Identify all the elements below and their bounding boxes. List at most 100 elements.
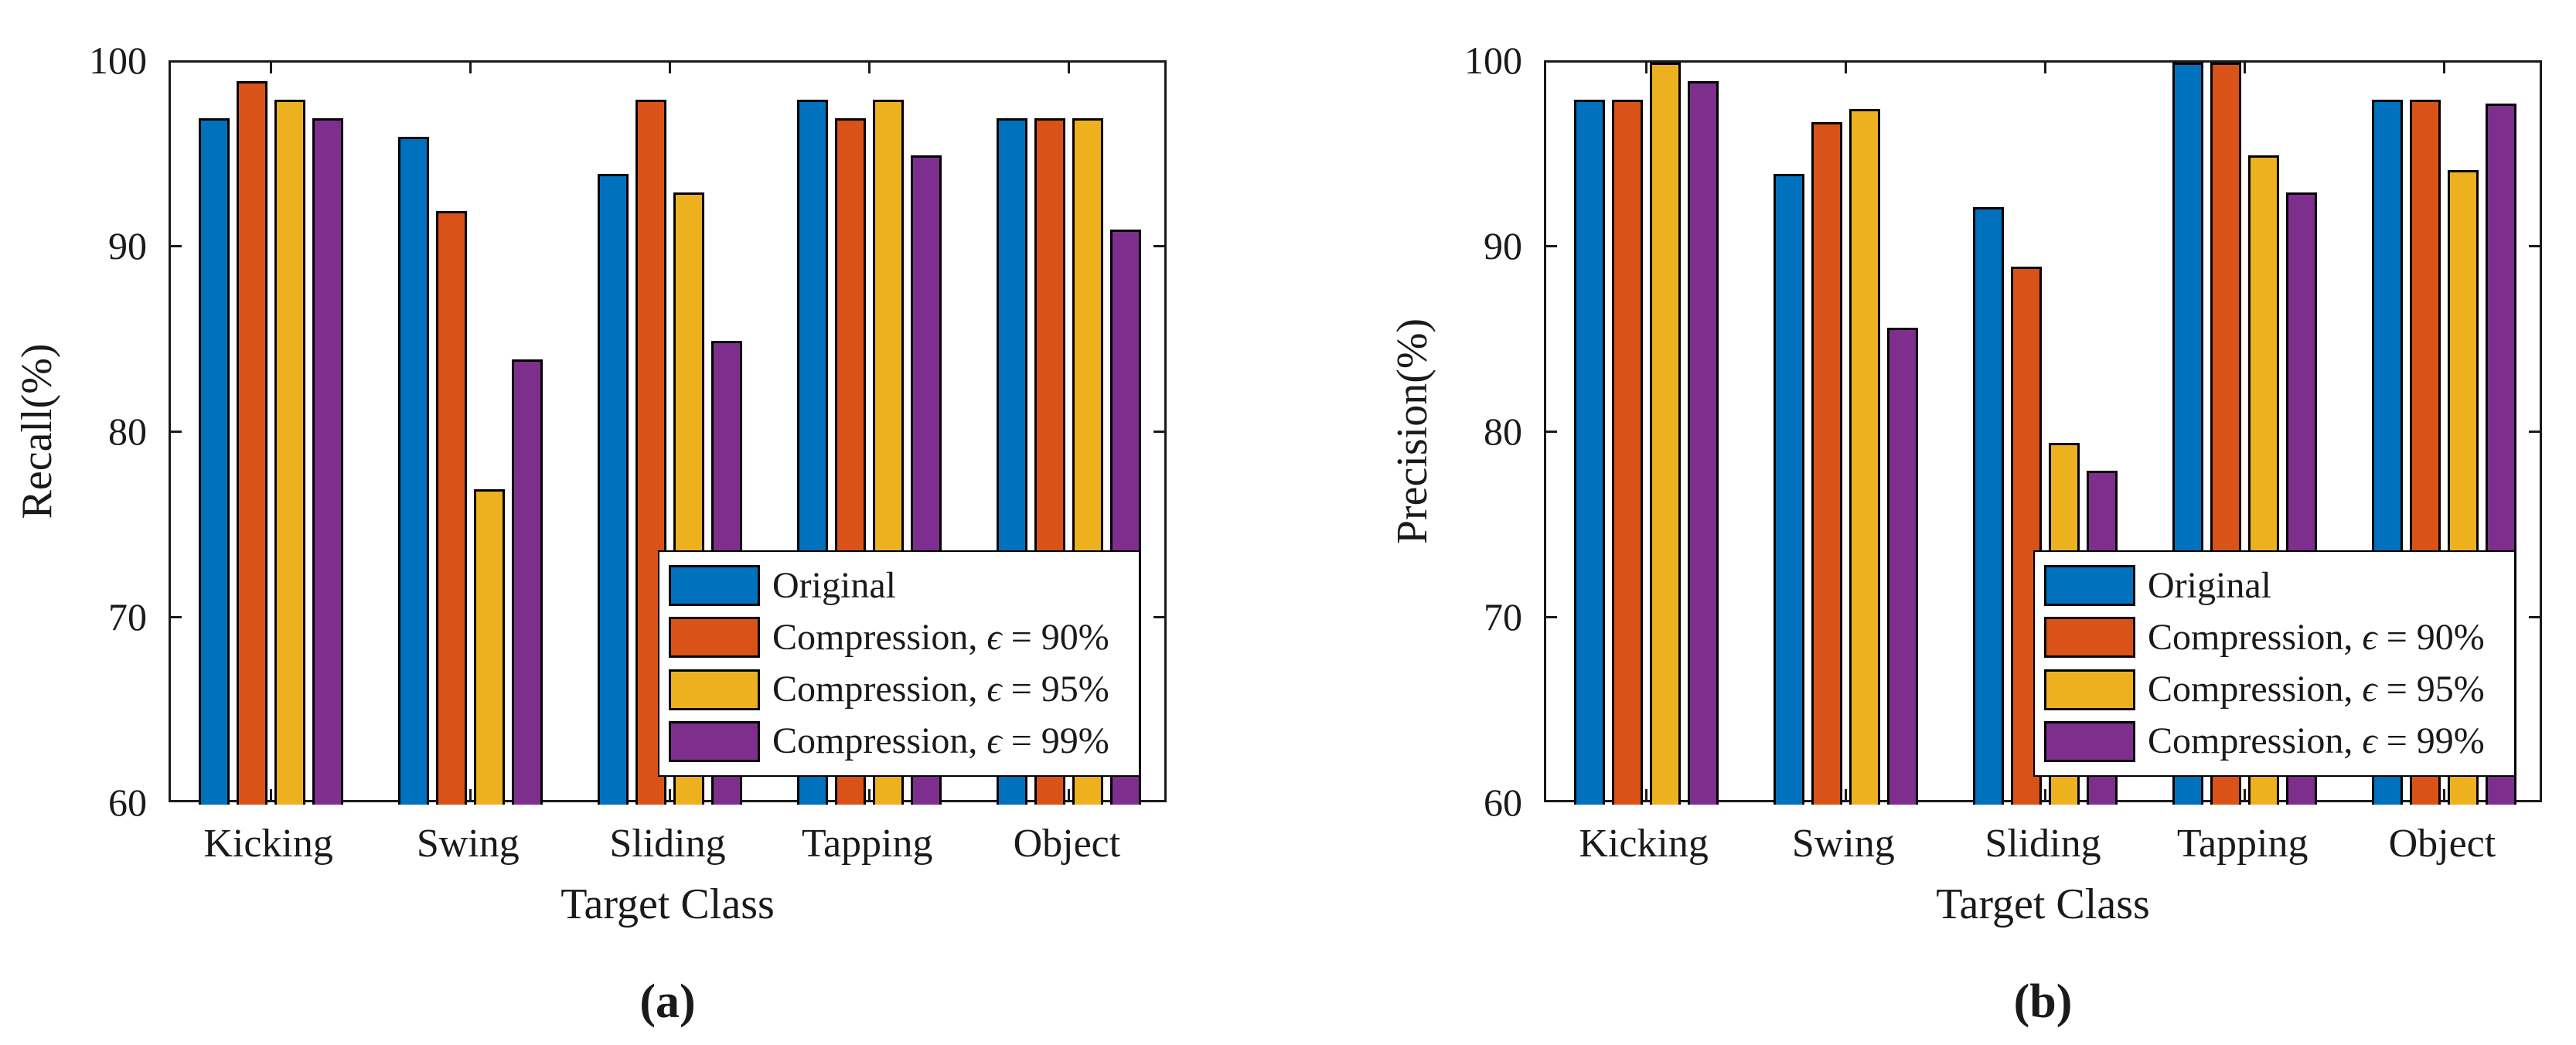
y-tick-label: 80 <box>108 410 147 453</box>
category-label: Tapping <box>801 822 933 866</box>
legend-item: Original <box>669 564 1130 608</box>
bar-original-swing <box>1773 174 1804 805</box>
bar-original-swing <box>397 137 429 805</box>
category-label: Sliding <box>609 822 726 866</box>
x-tick-mark <box>1844 63 1847 73</box>
epsilon-symbol: ϵ <box>2362 720 2377 762</box>
bar-original-kicking <box>1573 100 1605 805</box>
legend-swatch-icon <box>2044 669 2135 710</box>
legend-item-label: Compression, ϵ = 95% <box>772 669 1109 710</box>
legend-swatch-icon <box>2044 720 2135 762</box>
legend-item: Compression, ϵ = 99% <box>669 720 1130 763</box>
legend-swatch-icon <box>669 565 760 607</box>
y-tick-label: 100 <box>1464 39 1522 82</box>
category-label: Object <box>2388 822 2496 866</box>
x-tick-mark <box>1068 63 1071 73</box>
legend-box: Original Compression, ϵ = 90% Compression,… <box>658 550 1140 777</box>
y-tick-label: 70 <box>108 595 147 638</box>
legend-item-label: Compression, ϵ = 95% <box>2148 669 2485 710</box>
x-tick-mark <box>1644 789 1647 800</box>
x-axis-label: Target Class <box>1936 880 2150 928</box>
legend-swatch-icon <box>669 669 760 710</box>
y-tick-mark <box>1153 244 1164 247</box>
bar-compression-90--sliding <box>635 100 666 805</box>
legend-swatch-icon <box>669 720 760 762</box>
y-tick-mark <box>1546 244 1557 247</box>
bar-compression-95--kicking <box>1649 63 1681 805</box>
legend-item-label: Original <box>772 564 896 606</box>
y-tick-label: 90 <box>108 224 147 267</box>
x-tick-mark <box>2244 789 2247 800</box>
x-tick-mark <box>1644 63 1647 73</box>
chart-panel-b: Precision(%) Kicking Swing Sliding Tapping Ob… <box>1288 0 2576 1045</box>
legend-item-label: Original <box>2148 564 2271 606</box>
x-tick-mark <box>1844 789 1847 800</box>
y-tick-mark <box>1546 615 1557 618</box>
bar-compression-99--kicking <box>312 118 343 805</box>
legend-swatch-icon <box>2044 565 2135 607</box>
y-tick-mark <box>171 615 182 618</box>
chart-panel-a: Recall(%) Kicking Swing Sliding Tapping Objec… <box>13 39 1167 1028</box>
y-tick-mark <box>2529 244 2540 247</box>
x-tick-mark <box>269 63 272 73</box>
x-tick-mark <box>868 789 871 800</box>
bar-compression-99--swing <box>511 359 543 805</box>
x-tick-mark <box>269 789 272 800</box>
x-tick-mark <box>669 789 671 800</box>
y-tick-mark <box>171 430 182 433</box>
category-label: Swing <box>416 822 520 866</box>
legend-item-label: Compression, ϵ = 90% <box>2148 616 2485 658</box>
y-tick-label: 60 <box>1484 781 1522 824</box>
legend-item: Compression, ϵ = 90% <box>669 616 1130 659</box>
legend-box: Original Compression, ϵ = 90% Compression,… <box>2033 550 2516 777</box>
category-label: Tapping <box>2176 822 2309 866</box>
y-tick-mark <box>2529 430 2540 433</box>
panel-caption: (b) <box>2013 975 2073 1028</box>
bar-original-sliding <box>598 174 629 805</box>
bar-compression-95--swing <box>473 489 505 805</box>
bar-compression-95--swing <box>1849 109 1880 805</box>
x-tick-mark <box>469 63 472 73</box>
category-label: Swing <box>1791 822 1895 866</box>
epsilon-symbol: ϵ <box>986 669 1002 710</box>
x-tick-mark <box>2443 63 2446 73</box>
bar-original-sliding <box>1973 207 2004 805</box>
x-tick-mark <box>1068 789 1071 800</box>
category-label: Kicking <box>203 822 333 866</box>
legend-item-label: Compression, ϵ = 99% <box>772 720 1109 762</box>
x-tick-mark <box>2443 789 2446 800</box>
bar-compression-90--swing <box>435 211 467 805</box>
bar-compression-95--kicking <box>274 100 305 805</box>
legend-item: Compression, ϵ = 90% <box>2044 616 2505 659</box>
bar-compression-90--kicking <box>236 81 267 805</box>
legend-swatch-icon <box>669 617 760 659</box>
x-tick-mark <box>868 63 871 73</box>
legend-item: Compression, ϵ = 99% <box>2044 720 2505 763</box>
bar-compression-90--swing <box>1811 121 1842 805</box>
y-tick-mark <box>1153 430 1164 433</box>
category-label: Object <box>1013 822 1121 866</box>
x-tick-mark <box>2244 63 2247 73</box>
y-tick-label: 70 <box>1484 595 1522 638</box>
legend-item-label: Compression, ϵ = 99% <box>2148 720 2485 762</box>
x-tick-mark <box>669 63 671 73</box>
legend-item: Compression, ϵ = 95% <box>669 668 1130 711</box>
bar-compression-90--kicking <box>1611 100 1643 805</box>
bar-compression-99--kicking <box>1687 81 1719 805</box>
x-tick-mark <box>469 789 472 800</box>
x-tick-mark <box>2044 63 2046 73</box>
bar-original-kicking <box>198 118 230 805</box>
y-tick-label: 100 <box>89 39 147 82</box>
legend-item-label: Compression, ϵ = 90% <box>772 616 1109 658</box>
y-tick-mark <box>1153 615 1164 618</box>
x-tick-mark <box>2044 789 2046 800</box>
x-axis-label: Target Class <box>561 880 775 928</box>
legend-item: Compression, ϵ = 95% <box>2044 668 2505 711</box>
legend-item: Original <box>2044 564 2505 608</box>
y-tick-mark <box>1546 430 1557 433</box>
epsilon-symbol: ϵ <box>986 616 1002 658</box>
panel-caption: (a) <box>639 975 696 1028</box>
y-tick-label: 90 <box>1484 224 1522 267</box>
bar-compression-99--swing <box>1886 328 1918 805</box>
